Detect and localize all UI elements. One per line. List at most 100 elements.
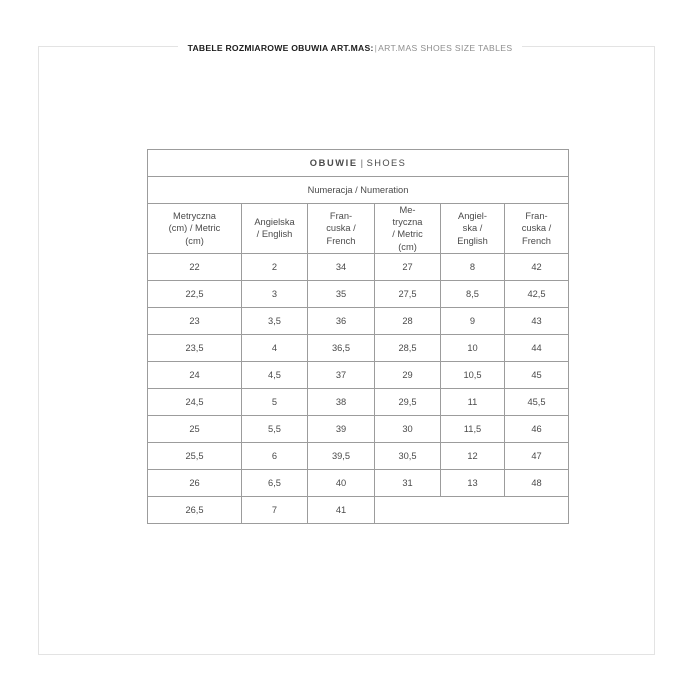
cell-french-right: 47 — [504, 441, 569, 470]
cell-english-right: 12 — [440, 441, 505, 470]
cell-english-left: 7 — [241, 495, 308, 524]
page-title-inner: TABELE ROZMIAROWE OBUWIA ART.MAS:|ART.MA… — [177, 40, 523, 57]
cell-metric-left: 22,5 — [147, 279, 242, 308]
cell-french-right: 42,5 — [504, 279, 569, 308]
cell-metric-left: 26,5 — [147, 495, 242, 524]
column-header-row: Metryczna (cm) / Metric (cm) Angielska /… — [147, 203, 569, 254]
cell-metric-right: 27 — [374, 252, 441, 281]
column-header-metric-left: Metryczna (cm) / Metric (cm) — [147, 203, 242, 254]
shoes-size-table: OBUWIE | SHOES Numeracja / Numeration Metr… — [147, 149, 569, 524]
cell-english-right: 13 — [440, 468, 505, 497]
cell-metric-left: 24 — [147, 360, 242, 389]
table-banner: OBUWIE | SHOES — [147, 149, 569, 177]
cell-french-right: 48 — [504, 468, 569, 497]
header-line: Angiel- — [458, 211, 487, 222]
page-title: TABELE ROZMIAROWE OBUWIA ART.MAS:|ART.MA… — [0, 38, 700, 57]
cell-metric-right: 31 — [374, 468, 441, 497]
header-line: (cm) / Metric — [168, 223, 221, 234]
cell-metric-left: 25,5 — [147, 441, 242, 470]
column-header-french-left: Fran- cuska / French — [307, 203, 375, 254]
cell-english-right: 8 — [440, 252, 505, 281]
cell-french-left: 36,5 — [307, 333, 375, 362]
cell-english-left: 2 — [241, 252, 308, 281]
cell-french-left: 41 — [307, 495, 375, 524]
cell-english-left: 4,5 — [241, 360, 308, 389]
cell-french-right: 46 — [504, 414, 569, 443]
banner-label-en: SHOES — [366, 158, 407, 168]
cell-english-right: 10 — [440, 333, 505, 362]
page-title-pl: TABELE ROZMIAROWE OBUWIA ART.MAS: — [187, 43, 374, 53]
cell-french-right: 42 — [504, 252, 569, 281]
table-row: 24 4,5 37 29 10,5 45 — [147, 360, 569, 389]
cell-metric-right: 30 — [374, 414, 441, 443]
cell-metric-left: 23,5 — [147, 333, 242, 362]
cell-metric-right: 27,5 — [374, 279, 441, 308]
cell-french-left: 39 — [307, 414, 375, 443]
cell-english-left: 4 — [241, 333, 308, 362]
cell-metric-left: 26 — [147, 468, 242, 497]
table-subheader: Numeracja / Numeration — [147, 176, 569, 204]
table-row: 26,5 7 41 — [147, 495, 569, 524]
header-line: / Metric — [392, 229, 423, 240]
header-line: Fran- — [329, 211, 353, 222]
banner-label-pl: OBUWIE — [309, 158, 358, 168]
header-line: cuska / — [326, 223, 356, 234]
header-line: English — [457, 235, 488, 246]
shoes-size-table-container: OBUWIE | SHOES Numeracja / Numeration Metr… — [147, 149, 569, 524]
header-line: Angielska — [254, 217, 295, 228]
cell-english-left: 6,5 — [241, 468, 308, 497]
table-row: 24,5 5 38 29,5 11 45,5 — [147, 387, 569, 416]
cell-english-right: 10,5 — [440, 360, 505, 389]
cell-english-right: 9 — [440, 306, 505, 335]
table-row: 26 6,5 40 31 13 48 — [147, 468, 569, 497]
cell-french-left: 38 — [307, 387, 375, 416]
table-row: 25,5 6 39,5 30,5 12 47 — [147, 441, 569, 470]
header-line: (cm) — [398, 241, 417, 252]
cell-english-right: 8,5 — [440, 279, 505, 308]
header-line: tryczna — [392, 217, 423, 228]
cell-english-left: 3,5 — [241, 306, 308, 335]
header-line: / English — [256, 229, 293, 240]
cell-metric-left: 23 — [147, 306, 242, 335]
cell-french-left: 37 — [307, 360, 375, 389]
table-row: 22 2 34 27 8 42 — [147, 252, 569, 281]
cell-metric-right: 28 — [374, 306, 441, 335]
banner-separator: | — [360, 158, 364, 168]
cell-french-right: 43 — [504, 306, 569, 335]
table-row: 25 5,5 39 30 11,5 46 — [147, 414, 569, 443]
header-line: (cm) — [185, 235, 204, 246]
cell-french-left: 36 — [307, 306, 375, 335]
header-line: Me- — [399, 205, 416, 215]
cell-metric-right: 29,5 — [374, 387, 441, 416]
cell-english-left: 6 — [241, 441, 308, 470]
header-line: Fran- — [525, 211, 548, 222]
header-line: French — [522, 235, 551, 246]
banner-row: OBUWIE | SHOES — [147, 149, 569, 177]
cell-french-right: 44 — [504, 333, 569, 362]
header-line: French — [326, 235, 356, 246]
header-line: Metryczna — [173, 211, 216, 222]
cell-french-left: 35 — [307, 279, 375, 308]
cell-empty-right — [374, 495, 569, 524]
cell-english-left: 5 — [241, 387, 308, 416]
subheader-row: Numeracja / Numeration — [147, 176, 569, 204]
column-header-english-right: Angiel- ska / English — [440, 203, 505, 254]
cell-french-left: 34 — [307, 252, 375, 281]
cell-french-right: 45 — [504, 360, 569, 389]
column-header-metric-right: Me- tryczna / Metric (cm) — [374, 203, 441, 254]
page-title-separator: | — [374, 43, 378, 53]
cell-metric-right: 28,5 — [374, 333, 441, 362]
size-table-body: OBUWIE | SHOES Numeracja / Numeration Metr… — [147, 149, 569, 524]
table-row: 23 3,5 36 28 9 43 — [147, 306, 569, 335]
column-header-french-right: Fran- cuska / French — [504, 203, 569, 254]
table-row: 23,5 4 36,5 28,5 10 44 — [147, 333, 569, 362]
cell-french-left: 39,5 — [307, 441, 375, 470]
column-header-english-left: Angielska / English — [241, 203, 308, 254]
cell-english-right: 11,5 — [440, 414, 505, 443]
cell-metric-left: 25 — [147, 414, 242, 443]
header-line: ska / — [462, 223, 483, 234]
cell-english-left: 5,5 — [241, 414, 308, 443]
cell-metric-left: 22 — [147, 252, 242, 281]
page-title-en: ART.MAS SHOES SIZE TABLES — [378, 43, 513, 53]
cell-metric-left: 24,5 — [147, 387, 242, 416]
